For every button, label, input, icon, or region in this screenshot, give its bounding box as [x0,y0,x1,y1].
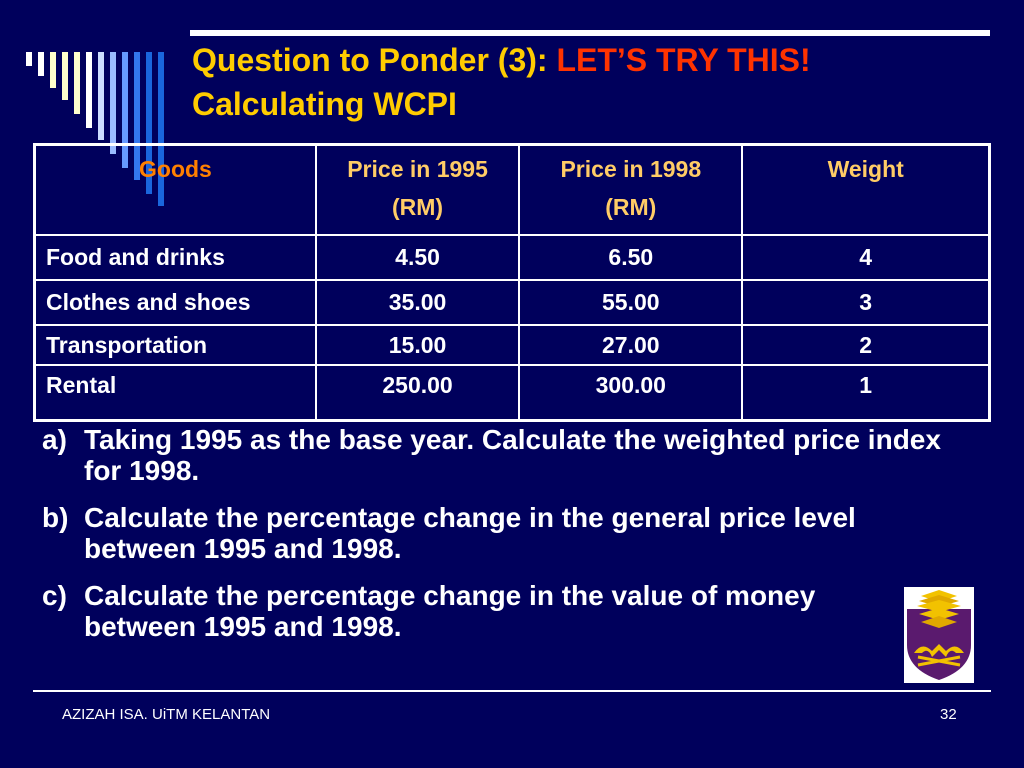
cell-goods: Transportation [33,324,317,366]
bottom-rule [33,690,991,692]
question-marker: c) [42,580,67,611]
question-marker: b) [42,502,69,533]
table-row: Rental 250.00 300.00 1 [33,364,991,422]
question-item-a: a) Taking 1995 as the base year. Calcula… [42,424,962,486]
cell-weight: 2 [741,324,991,366]
cell-price-1995: 4.50 [314,234,521,281]
cell-price-1998: 27.00 [518,324,744,366]
slide-title: Question to Ponder (3): LET’S TRY THIS! … [192,38,811,126]
cell-weight: 4 [741,234,991,281]
cell-weight: 3 [741,279,991,326]
cell-goods: Rental [33,364,317,422]
cell-price-1995: 15.00 [314,324,521,366]
uitm-crest-logo [904,587,974,683]
question-item-c: c) Calculate the percentage change in th… [42,580,874,642]
goods-price-table: Goods Price in 1995 (RM) Price in 1998 (… [33,143,991,422]
table-row: Transportation 15.00 27.00 2 [33,324,991,366]
footer-author: AZIZAH ISA. UiTM KELANTAN [62,706,271,723]
cell-price-1998: 6.50 [518,234,744,281]
question-text: Calculate the percentage change in the g… [84,502,856,564]
question-text: Taking 1995 as the base year. Calculate … [84,424,941,486]
cell-price-1995: 35.00 [314,279,521,326]
table-header-row: Goods Price in 1995 (RM) Price in 1998 (… [33,143,991,236]
table-row: Food and drinks 4.50 6.50 4 [33,234,991,281]
title-highlight: LET’S TRY THIS! [556,42,811,78]
decorative-stripes [26,52,164,206]
header-price-1995: Price in 1995 (RM) [314,143,521,236]
header-price-1998: Price in 1998 (RM) [518,143,744,236]
cell-price-1998: 55.00 [518,279,744,326]
header-goods: Goods [33,143,317,236]
page-number: 32 [940,706,957,723]
question-text: Calculate the percentage change in the v… [84,580,816,642]
cell-price-1995: 250.00 [314,364,521,422]
header-weight: Weight [741,143,991,236]
title-line2: Calculating WCPI [192,86,457,122]
question-item-b: b) Calculate the percentage change in th… [42,502,962,564]
cell-weight: 1 [741,364,991,422]
top-rule [190,30,990,36]
table-row: Clothes and shoes 35.00 55.00 3 [33,279,991,326]
cell-price-1998: 300.00 [518,364,744,422]
question-marker: a) [42,424,67,455]
question-list: a) Taking 1995 as the base year. Calcula… [42,424,962,658]
cell-goods: Clothes and shoes [33,279,317,326]
crest-icon [907,590,971,680]
cell-goods: Food and drinks [33,234,317,281]
title-part1: Question to Ponder (3): [192,42,548,78]
